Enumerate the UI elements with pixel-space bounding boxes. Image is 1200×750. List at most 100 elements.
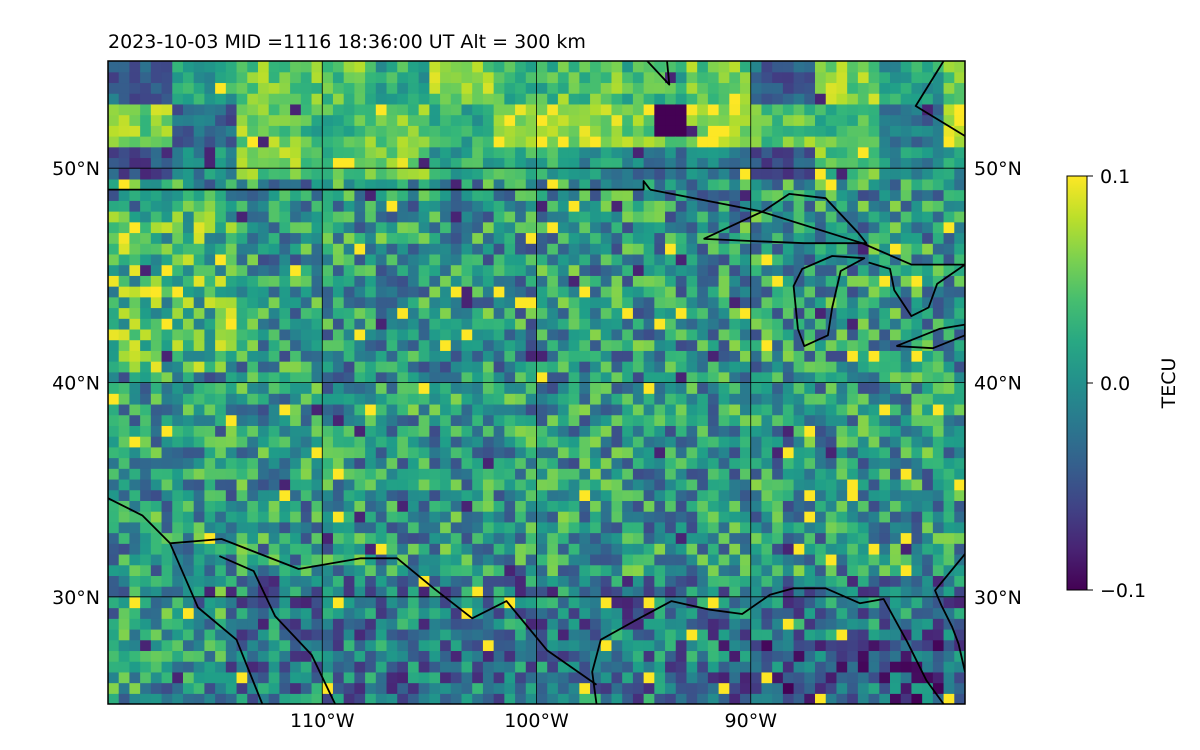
heatmap-cell — [397, 253, 409, 266]
heatmap-cell — [354, 93, 366, 105]
heatmap-cell — [879, 286, 891, 298]
heatmap-cell — [547, 286, 559, 298]
heatmap-cell — [225, 82, 238, 94]
heatmap-cell — [375, 136, 388, 148]
heatmap-cell — [697, 168, 709, 180]
heatmap-cell — [579, 553, 591, 566]
heatmap-cell — [804, 403, 816, 416]
heatmap-cell — [108, 82, 120, 94]
heatmap-cell — [525, 168, 538, 180]
heatmap-cell — [343, 232, 355, 244]
heatmap-cell — [600, 457, 613, 469]
heatmap-cell — [579, 564, 591, 576]
heatmap-cell — [643, 71, 655, 84]
heatmap-cell — [193, 328, 206, 341]
heatmap-cell — [322, 511, 334, 523]
heatmap-cell — [740, 628, 752, 641]
heatmap-cell — [772, 607, 784, 619]
heatmap-cell — [257, 693, 270, 704]
heatmap-cell — [890, 671, 902, 684]
heatmap-cell — [643, 253, 655, 266]
heatmap-cell — [557, 61, 570, 73]
heatmap-cell — [450, 286, 463, 298]
heatmap-cell — [215, 328, 227, 341]
heatmap-cell — [911, 211, 923, 223]
heatmap-cell — [857, 307, 870, 319]
heatmap-cell — [740, 243, 752, 255]
heatmap-cell — [161, 71, 173, 84]
heatmap-cell — [707, 671, 720, 684]
heatmap-cell — [515, 403, 527, 416]
heatmap-cell — [150, 414, 163, 426]
heatmap-cell — [932, 618, 945, 630]
heatmap-cell — [686, 253, 698, 266]
heatmap-cell — [825, 371, 838, 384]
heatmap-cell — [793, 82, 805, 94]
heatmap-cell — [782, 286, 795, 298]
heatmap-cell — [536, 489, 548, 501]
heatmap-cell — [440, 211, 452, 223]
heatmap-cell — [332, 125, 345, 137]
heatmap-cell — [300, 339, 313, 351]
heatmap-cell — [161, 500, 173, 512]
heatmap-cell — [782, 446, 795, 459]
heatmap-cell — [279, 596, 291, 609]
heatmap-cell — [740, 114, 752, 126]
heatmap-cell — [290, 189, 302, 201]
heatmap-cell — [943, 478, 955, 491]
heatmap-cell — [300, 586, 313, 598]
heatmap-cell — [847, 478, 859, 491]
heatmap-cell — [525, 189, 538, 201]
heatmap-cell — [407, 468, 420, 480]
heatmap-cell — [268, 296, 280, 309]
heatmap-cell — [257, 114, 270, 126]
heatmap-cell — [579, 532, 591, 544]
heatmap-cell — [407, 189, 420, 201]
heatmap-cell — [504, 618, 516, 630]
heatmap-cell — [954, 500, 965, 512]
heatmap-cell — [686, 596, 698, 609]
heatmap-cell — [611, 564, 623, 576]
heatmap-cell — [857, 243, 870, 255]
heatmap-cell — [718, 286, 730, 298]
heatmap-cell — [697, 414, 709, 426]
heatmap-cell — [118, 414, 131, 426]
heatmap-cell — [515, 286, 527, 298]
heatmap-cell — [386, 393, 398, 405]
heatmap-cell — [632, 661, 645, 673]
heatmap-cell — [686, 586, 698, 598]
heatmap-cell — [407, 543, 420, 555]
heatmap-cell — [515, 146, 527, 159]
heatmap-cell — [482, 61, 495, 73]
heatmap-cell — [740, 693, 752, 704]
heatmap-cell — [461, 639, 473, 652]
heatmap-cell — [332, 189, 345, 201]
heatmap-cell — [836, 607, 848, 619]
heatmap-cell — [675, 425, 688, 437]
heatmap-cell — [279, 286, 291, 298]
heatmap-cell — [890, 478, 902, 491]
heatmap-cell — [225, 157, 238, 169]
heatmap-cell — [418, 639, 430, 652]
heatmap-cell — [911, 178, 923, 191]
heatmap-cell — [225, 553, 238, 566]
heatmap-cell — [750, 136, 763, 148]
heatmap-cell — [622, 639, 634, 652]
heatmap-cell — [857, 425, 870, 437]
heatmap-cell — [922, 211, 934, 223]
heatmap-cell — [182, 61, 195, 73]
heatmap-cell — [365, 489, 377, 501]
heatmap-cell — [407, 136, 420, 148]
heatmap-cell — [204, 82, 216, 94]
heatmap-cell — [675, 114, 688, 126]
heatmap-cell — [782, 243, 795, 255]
heatmap-cell — [600, 286, 613, 298]
heatmap-cell — [900, 253, 913, 266]
heatmap-cell — [815, 275, 827, 287]
heatmap-cell — [461, 543, 473, 555]
heatmap-cell — [729, 618, 741, 630]
heatmap-cell — [472, 564, 484, 576]
heatmap-cell — [815, 607, 827, 619]
heatmap-cell — [504, 436, 516, 448]
heatmap-cell — [793, 650, 805, 662]
